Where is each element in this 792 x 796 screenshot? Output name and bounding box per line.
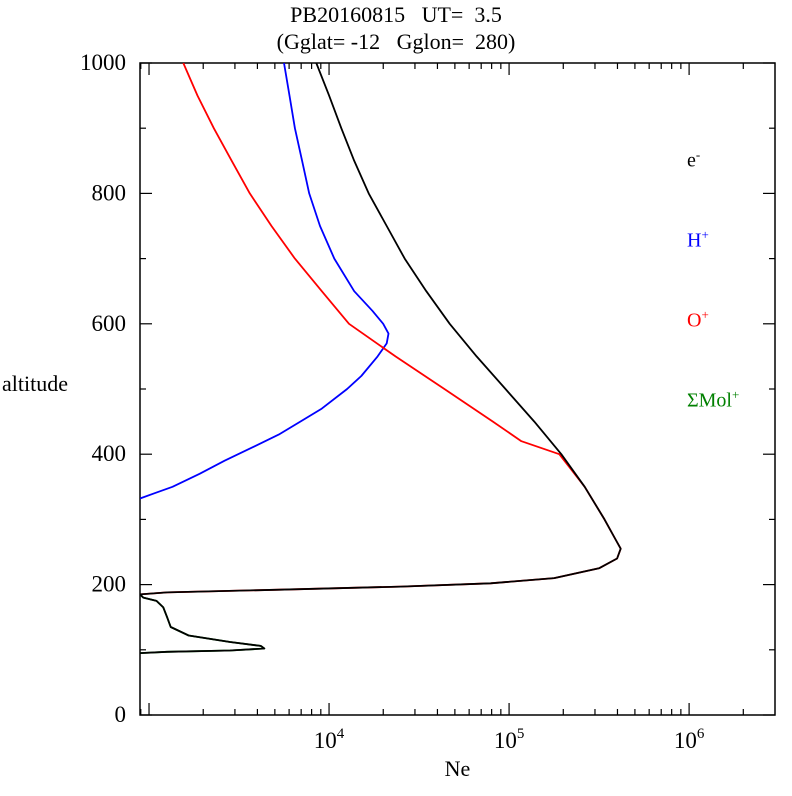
legend-item-electron: e-: [687, 140, 739, 174]
legend: e- H+ O+ ΣMol+: [687, 94, 739, 460]
legend-label: ΣMol: [687, 389, 732, 412]
y-axis-label: altitude: [2, 371, 68, 396]
legend-item-h-plus: H+: [687, 220, 739, 254]
y-tick-label: 0: [115, 702, 127, 727]
x-tick-label: 106: [674, 726, 705, 753]
y-tick-label: 400: [92, 441, 127, 466]
legend-label-sup: -: [695, 147, 701, 162]
legend-item-mol-plus: ΣMol+: [687, 380, 739, 414]
x-axis-label: Ne: [444, 756, 471, 781]
chart-subtitle: (Gglat= -12 Gglon= 280): [276, 29, 516, 54]
y-tick-label: 1000: [80, 50, 126, 75]
legend-label: O: [687, 309, 702, 332]
series-e-: [140, 63, 622, 654]
x-tick-label: 104: [314, 726, 345, 753]
series-H+: [140, 63, 390, 500]
legend-label-sup: +: [701, 307, 709, 322]
legend-label-sup: +: [731, 387, 740, 402]
chart-title: PB20160815 UT= 3.5: [290, 2, 502, 27]
series-O+: [140, 63, 622, 596]
y-tick-label: 800: [92, 180, 127, 205]
legend-label-sup: +: [701, 227, 709, 242]
y-tick-label: 600: [92, 311, 127, 336]
plot-frame: [139, 62, 776, 716]
y-tick-label: 200: [92, 572, 127, 597]
legend-label: H: [687, 229, 702, 252]
legend-label: e: [687, 149, 696, 172]
x-tick-label: 105: [494, 726, 524, 753]
legend-item-o-plus: O+: [687, 300, 739, 334]
